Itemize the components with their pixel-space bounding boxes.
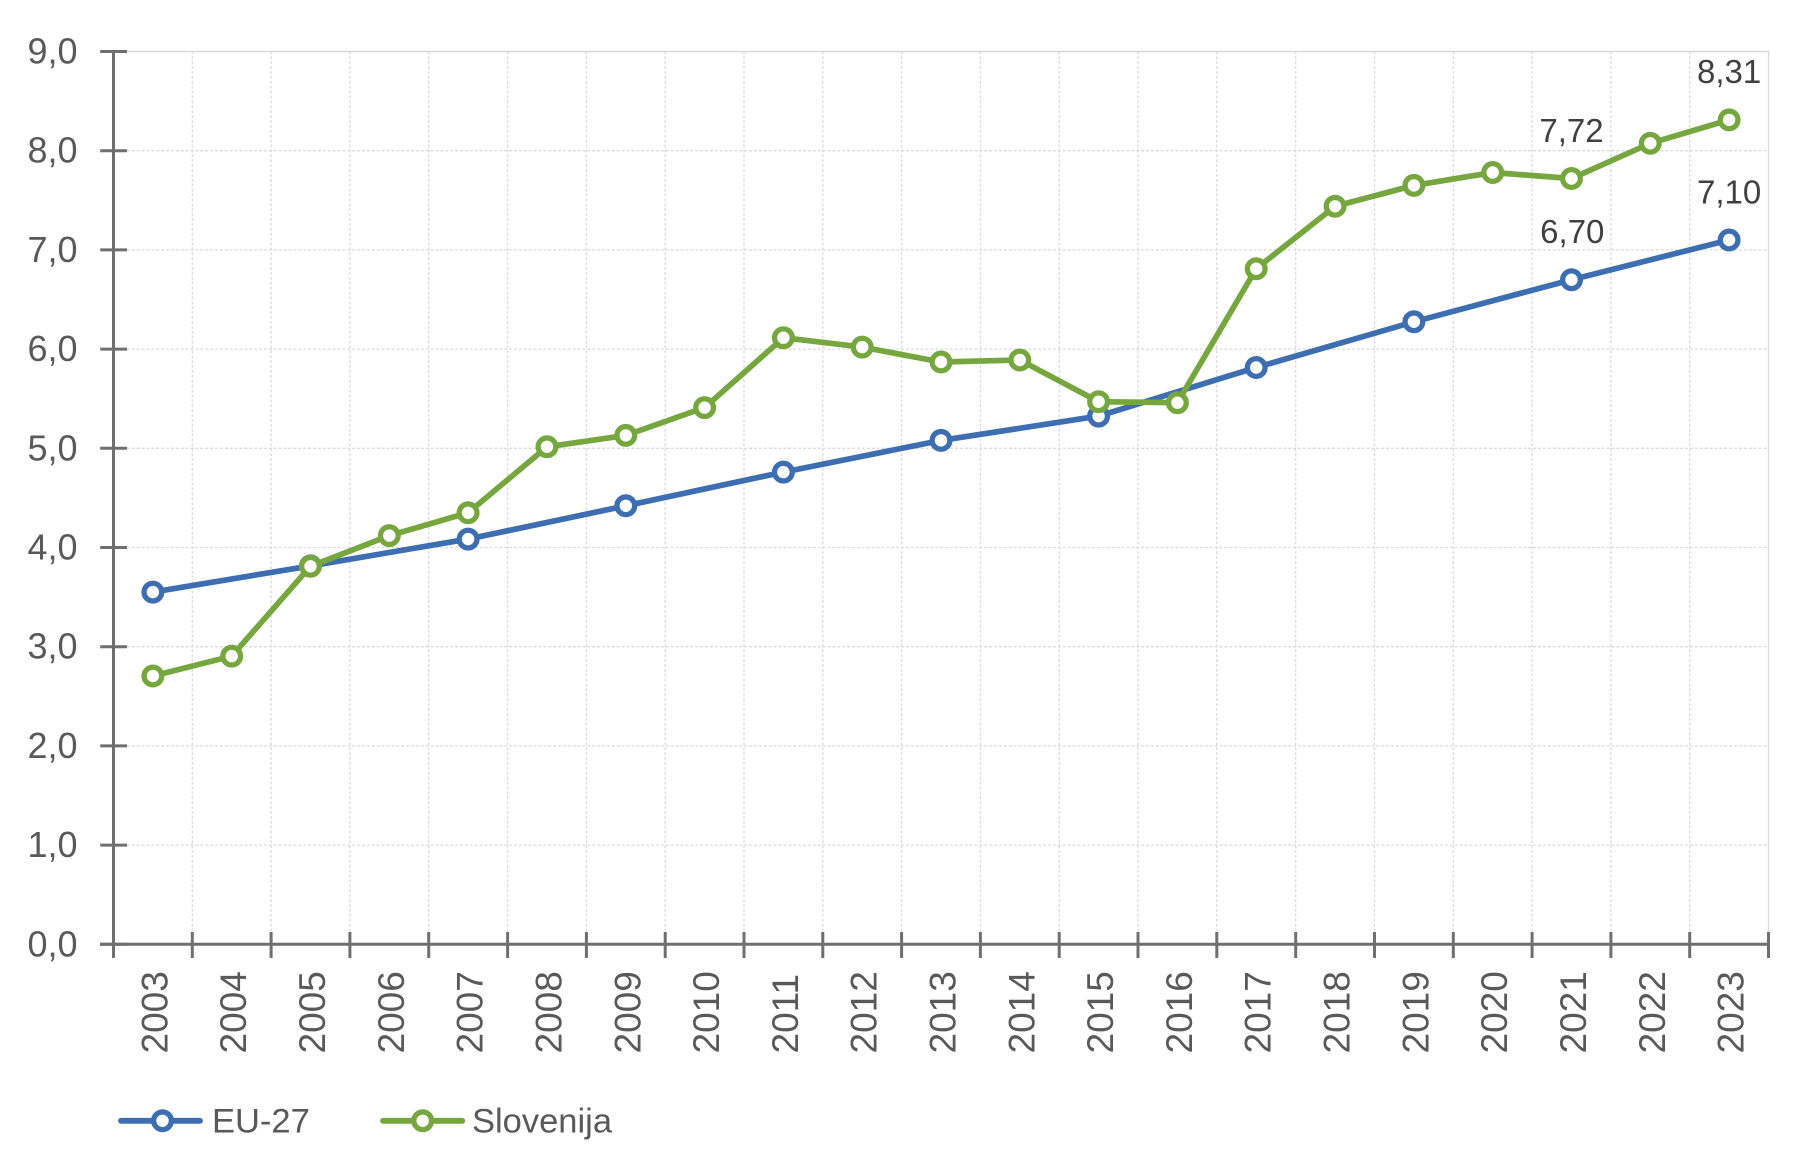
svg-text:1,0: 1,0	[27, 824, 77, 865]
svg-text:8,0: 8,0	[27, 130, 77, 171]
svg-text:4,0: 4,0	[27, 527, 77, 568]
svg-text:6,0: 6,0	[27, 328, 77, 369]
svg-text:6,70: 6,70	[1540, 213, 1604, 250]
svg-text:9,0: 9,0	[27, 31, 77, 72]
svg-text:2021: 2021	[1553, 971, 1594, 1053]
svg-text:5,0: 5,0	[27, 427, 77, 468]
svg-text:0,0: 0,0	[27, 923, 77, 964]
svg-text:2004: 2004	[213, 971, 254, 1053]
svg-text:2022: 2022	[1632, 971, 1673, 1053]
svg-text:2006: 2006	[371, 971, 412, 1053]
svg-text:2017: 2017	[1238, 971, 1279, 1053]
svg-text:2009: 2009	[607, 971, 648, 1053]
svg-text:7,72: 7,72	[1539, 112, 1603, 149]
svg-text:7,10: 7,10	[1697, 173, 1761, 210]
svg-text:2007: 2007	[450, 971, 491, 1053]
svg-text:2020: 2020	[1474, 971, 1515, 1053]
svg-text:Slovenija: Slovenija	[472, 1103, 613, 1141]
svg-text:2003: 2003	[134, 971, 175, 1053]
svg-text:EU-27: EU-27	[212, 1103, 310, 1141]
svg-text:2005: 2005	[292, 971, 333, 1053]
svg-text:2011: 2011	[765, 974, 806, 1054]
svg-text:2014: 2014	[1001, 971, 1042, 1053]
svg-text:2023: 2023	[1711, 971, 1752, 1053]
svg-text:8,31: 8,31	[1697, 53, 1761, 90]
svg-text:2019: 2019	[1395, 971, 1436, 1053]
svg-text:2018: 2018	[1317, 971, 1358, 1053]
svg-text:2008: 2008	[529, 971, 570, 1053]
svg-text:2015: 2015	[1080, 971, 1121, 1053]
svg-text:2016: 2016	[1159, 971, 1200, 1053]
svg-text:3,0: 3,0	[27, 626, 77, 667]
svg-text:2013: 2013	[923, 971, 964, 1053]
svg-text:7,0: 7,0	[27, 229, 77, 270]
svg-text:2012: 2012	[844, 971, 885, 1053]
svg-text:2,0: 2,0	[27, 725, 77, 766]
svg-text:2010: 2010	[686, 971, 727, 1053]
